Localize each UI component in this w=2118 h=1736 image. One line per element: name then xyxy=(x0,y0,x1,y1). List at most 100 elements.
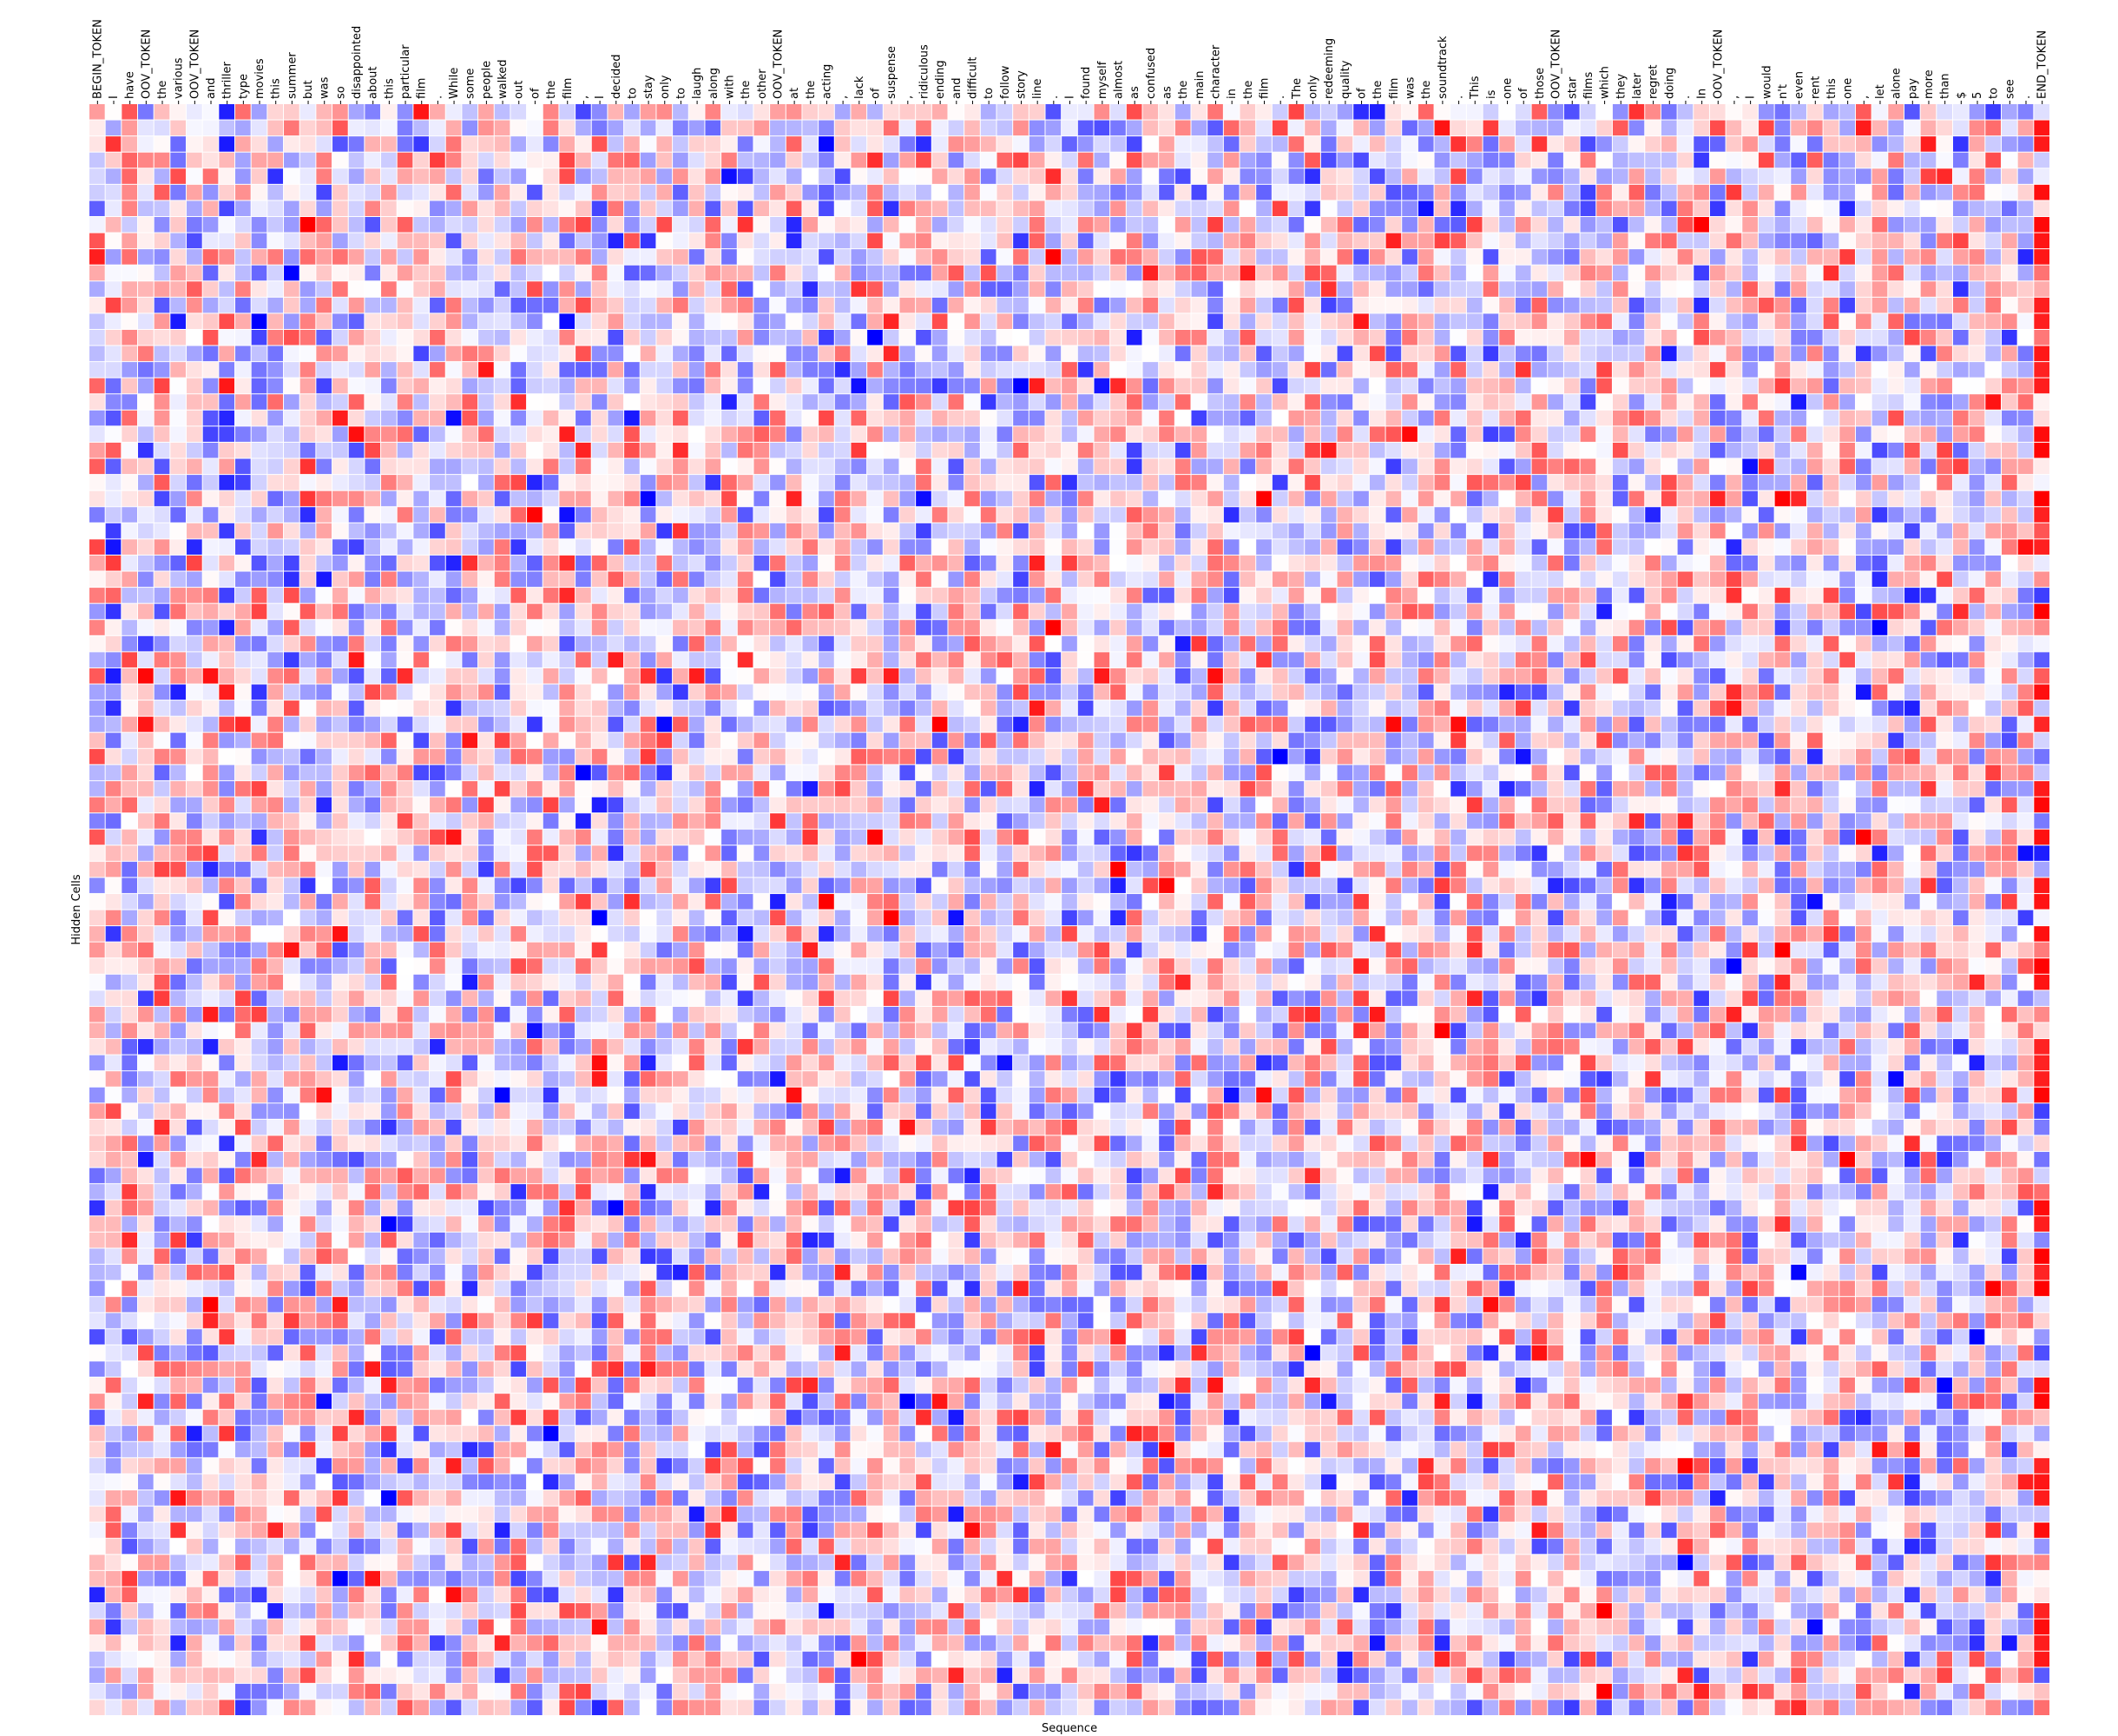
heatmap-cell xyxy=(608,974,624,990)
heatmap-cell xyxy=(834,1378,851,1393)
heatmap-cell xyxy=(462,1216,478,1232)
heatmap-cell xyxy=(267,716,284,733)
heatmap-cell xyxy=(770,394,786,410)
heatmap-cell xyxy=(89,378,105,394)
heatmap-cell xyxy=(316,1442,332,1457)
heatmap-cell xyxy=(397,1329,413,1345)
heatmap-cell xyxy=(494,1312,510,1329)
heatmap-cell xyxy=(154,878,170,893)
heatmap-cell xyxy=(122,1490,138,1506)
heatmap-cell xyxy=(170,1474,187,1490)
heatmap-cell xyxy=(397,394,413,410)
heatmap-cell xyxy=(381,345,397,362)
heatmap-cell xyxy=(105,603,122,620)
heatmap-cell xyxy=(753,458,770,475)
heatmap-cell xyxy=(608,345,624,362)
heatmap-cell xyxy=(235,1603,251,1619)
heatmap-cell xyxy=(591,201,608,216)
heatmap-cell xyxy=(413,861,430,878)
heatmap-cell xyxy=(299,281,316,297)
heatmap-cell xyxy=(235,426,251,442)
heatmap-cell xyxy=(640,136,656,152)
heatmap-cell xyxy=(527,507,543,523)
heatmap-cell xyxy=(608,797,624,813)
heatmap-cell xyxy=(251,120,267,136)
heatmap-cell xyxy=(381,1522,397,1538)
heatmap-cell xyxy=(673,1457,688,1474)
heatmap-cell xyxy=(122,652,138,667)
heatmap-cell xyxy=(462,765,478,780)
heatmap-cell xyxy=(494,120,510,136)
heatmap-cell xyxy=(413,1055,430,1071)
heatmap-cell xyxy=(462,297,478,313)
heatmap-cell xyxy=(737,265,753,281)
heatmap-cell xyxy=(753,893,770,910)
heatmap-cell xyxy=(673,1378,688,1393)
heatmap-cell xyxy=(332,1393,348,1410)
heatmap-cell xyxy=(89,345,105,362)
heatmap-cell xyxy=(527,1378,543,1393)
heatmap-cell xyxy=(105,1522,122,1538)
heatmap-cell xyxy=(105,555,122,571)
heatmap-cell xyxy=(656,1619,673,1635)
heatmap-cell xyxy=(721,926,737,942)
heatmap-cell xyxy=(219,394,235,410)
heatmap-cell xyxy=(413,507,430,523)
heatmap-cell xyxy=(494,733,510,748)
heatmap-cell xyxy=(819,1410,834,1425)
heatmap-cell xyxy=(89,1055,105,1071)
heatmap-cell xyxy=(656,1167,673,1184)
heatmap-cell xyxy=(802,1410,819,1425)
heatmap-cell xyxy=(219,878,235,893)
heatmap-cell xyxy=(154,168,170,184)
heatmap-cell xyxy=(381,588,397,603)
heatmap-cell xyxy=(478,635,494,652)
heatmap-cell xyxy=(299,152,316,168)
heatmap-cell xyxy=(770,1700,786,1715)
heatmap-cell xyxy=(819,780,834,797)
heatmap-cell xyxy=(753,878,770,893)
heatmap-cell xyxy=(413,168,430,184)
heatmap-cell xyxy=(299,620,316,635)
heatmap-cell xyxy=(819,168,834,184)
heatmap-cell xyxy=(105,910,122,926)
heatmap-cell xyxy=(202,1297,219,1312)
heatmap-cell xyxy=(413,700,430,716)
heatmap-cell xyxy=(543,201,559,216)
heatmap-cell xyxy=(170,1619,187,1635)
heatmap-cell xyxy=(737,878,753,893)
heatmap-cell xyxy=(219,265,235,281)
heatmap-cell xyxy=(673,523,688,539)
heatmap-cell xyxy=(640,700,656,716)
heatmap-cell xyxy=(688,813,705,829)
heatmap-cell xyxy=(170,168,187,184)
heatmap-cell xyxy=(851,974,867,990)
heatmap-cell xyxy=(656,588,673,603)
heatmap-cell xyxy=(656,1490,673,1506)
heatmap-cell xyxy=(430,667,445,684)
heatmap-cell xyxy=(624,942,640,958)
heatmap-cell xyxy=(559,1506,576,1522)
heatmap-cell xyxy=(365,233,381,249)
heatmap-cell xyxy=(478,1667,494,1683)
heatmap-cell xyxy=(348,813,365,829)
heatmap-cell xyxy=(543,716,559,733)
heatmap-cell xyxy=(445,1135,462,1152)
heatmap-cell xyxy=(219,1297,235,1312)
heatmap-cell xyxy=(819,1555,834,1570)
heatmap-cell xyxy=(802,1103,819,1119)
heatmap-cell xyxy=(705,1055,721,1071)
heatmap-cell xyxy=(737,329,753,345)
heatmap-cell xyxy=(510,1474,527,1490)
heatmap-cell xyxy=(267,458,284,475)
heatmap-cell xyxy=(721,1635,737,1651)
heatmap-cell xyxy=(705,667,721,684)
heatmap-cell xyxy=(105,780,122,797)
heatmap-cell xyxy=(656,329,673,345)
heatmap-cell xyxy=(138,878,154,893)
heatmap-cell xyxy=(656,1522,673,1538)
heatmap-cell xyxy=(673,1361,688,1378)
heatmap-cell xyxy=(656,216,673,233)
heatmap-cell xyxy=(494,1635,510,1651)
heatmap-cell xyxy=(170,765,187,780)
